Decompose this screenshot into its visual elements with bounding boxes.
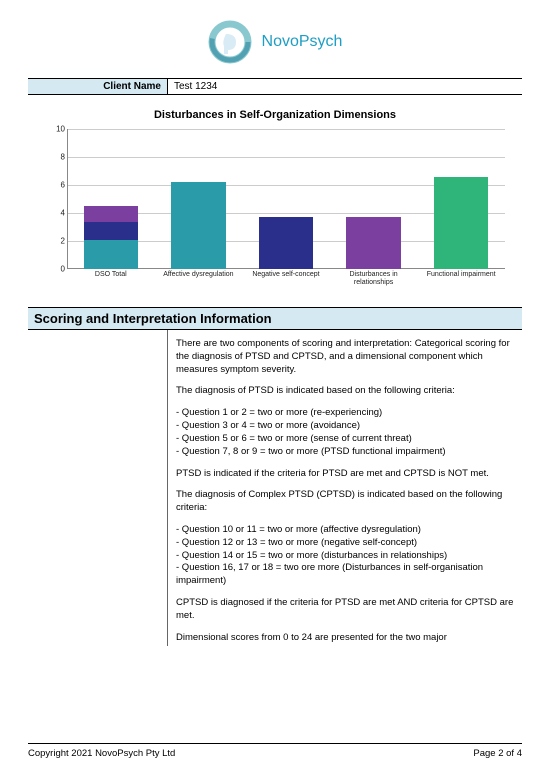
chart-bar-slot: [155, 129, 243, 269]
scoring-paragraph: There are two components of scoring and …: [176, 338, 514, 376]
chart-bar-slot: [67, 129, 155, 269]
chart-ytick: 4: [45, 209, 65, 218]
report-header: NovoPsych: [28, 20, 522, 64]
chart-bar-segment: [346, 217, 400, 269]
client-name-label: Client Name: [28, 79, 168, 94]
scoring-heading: Scoring and Interpretation Information: [28, 308, 522, 330]
chart-title: Disturbances in Self-Organization Dimens…: [28, 109, 522, 121]
scoring-paragraph: - Question 10 or 11 = two or more (affec…: [176, 524, 514, 588]
scoring-left-gutter: [28, 330, 168, 646]
chart-bar: [434, 177, 488, 269]
chart-bar: [259, 217, 313, 269]
chart-xlabel: Disturbances in relationships: [330, 271, 418, 286]
chart-ytick: 6: [45, 181, 65, 190]
chart-ytick: 10: [45, 125, 65, 134]
scoring-paragraph: PTSD is indicated if the criteria for PT…: [176, 468, 514, 481]
chart-xlabel: DSO Total: [67, 271, 155, 286]
chart-bar-segment: [84, 240, 138, 269]
chart-xlabel: Functional impairment: [417, 271, 505, 286]
scoring-paragraph: - Question 1 or 2 = two or more (re-expe…: [176, 407, 514, 458]
chart-bar: [346, 217, 400, 269]
dso-bar-chart: 0246810 DSO TotalAffective dysregulation…: [45, 129, 505, 289]
footer-copyright: Copyright 2021 NovoPsych Pty Ltd: [28, 748, 175, 759]
dso-chart-section: Disturbances in Self-Organization Dimens…: [28, 109, 522, 289]
chart-xlabel: Affective dysregulation: [155, 271, 243, 286]
scoring-paragraph: The diagnosis of PTSD is indicated based…: [176, 385, 514, 398]
chart-bar-segment: [84, 206, 138, 222]
chart-bar-segment: [259, 217, 313, 269]
chart-bar-segment: [84, 222, 138, 240]
chart-bar-segment: [171, 182, 225, 269]
chart-bar: [171, 182, 225, 269]
chart-bar-segment: [434, 177, 488, 269]
client-name-value: Test 1234: [168, 79, 522, 94]
client-row: Client Name Test 1234: [28, 78, 522, 95]
chart-ytick: 0: [45, 265, 65, 274]
chart-bar-slot: [330, 129, 418, 269]
chart-bar: [84, 206, 138, 269]
scoring-body: There are two components of scoring and …: [168, 330, 522, 646]
scoring-paragraph: Dimensional scores from 0 to 24 are pres…: [176, 632, 514, 645]
page-footer: Copyright 2021 NovoPsych Pty Ltd Page 2 …: [28, 743, 522, 759]
scoring-paragraph: CPTSD is diagnosed if the criteria for P…: [176, 597, 514, 623]
footer-page: Page 2 of 4: [473, 748, 522, 759]
chart-ytick: 2: [45, 237, 65, 246]
scoring-info-block: There are two components of scoring and …: [28, 330, 522, 646]
chart-ytick: 8: [45, 153, 65, 162]
chart-bar-slot: [242, 129, 330, 269]
brand-logo-icon: [208, 20, 252, 64]
scoring-paragraph: The diagnosis of Complex PTSD (CPTSD) is…: [176, 489, 514, 515]
chart-bar-slot: [417, 129, 505, 269]
brand-name: NovoPsych: [262, 33, 343, 51]
chart-xlabel: Negative self-concept: [242, 271, 330, 286]
